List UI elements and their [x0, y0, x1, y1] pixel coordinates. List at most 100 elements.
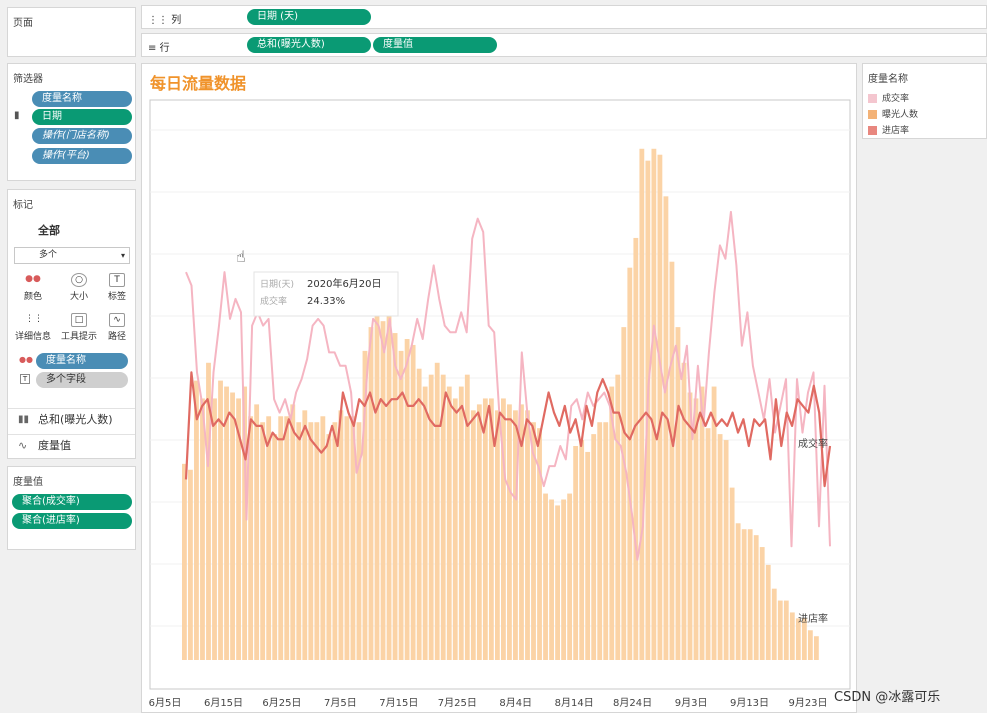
- bar-exposure[interactable]: [777, 600, 783, 660]
- columns-pill-date[interactable]: 日期 (天): [247, 9, 371, 25]
- bar-exposure[interactable]: [699, 386, 705, 660]
- bar-exposure[interactable]: [753, 535, 759, 660]
- bar-exposure[interactable]: [410, 344, 416, 660]
- bar-exposure[interactable]: [525, 410, 530, 660]
- bar-exposure[interactable]: [188, 469, 193, 660]
- path-button[interactable]: ∿ 路径: [96, 310, 138, 346]
- measure-value-entry[interactable]: 聚合(进店率): [12, 513, 132, 529]
- bar-exposure[interactable]: [741, 529, 747, 660]
- bar-exposure[interactable]: [386, 315, 392, 660]
- bar-exposure[interactable]: [567, 493, 573, 660]
- line-entry-rate[interactable]: [184, 371, 832, 488]
- bar-exposure[interactable]: [591, 434, 597, 660]
- bar-exposure[interactable]: [314, 422, 320, 660]
- bar-exposure[interactable]: [236, 398, 241, 660]
- bar-exposure[interactable]: [627, 267, 633, 660]
- bar-exposure[interactable]: [458, 386, 464, 660]
- mark-type-select[interactable]: 多个 ▾: [14, 247, 130, 264]
- bar-exposure[interactable]: [747, 529, 753, 660]
- bar-exposure[interactable]: [416, 368, 422, 660]
- bar-exposure[interactable]: [675, 327, 681, 660]
- bar-exposure[interactable]: [651, 148, 657, 660]
- marks-row-exposure[interactable]: ▮▮ 总和(曝光人数): [8, 408, 135, 430]
- bar-exposure[interactable]: [537, 428, 542, 660]
- bar-exposure[interactable]: [440, 374, 446, 660]
- bar-exposure[interactable]: [482, 398, 488, 660]
- bar-exposure[interactable]: [681, 362, 687, 660]
- bar-exposure[interactable]: [452, 398, 458, 660]
- bar-exposure[interactable]: [609, 386, 615, 660]
- legend-item-exposure[interactable]: 曝光人数: [868, 107, 918, 120]
- bar-exposure[interactable]: [320, 416, 326, 660]
- bar-exposure[interactable]: [657, 154, 663, 660]
- marks-all-tab[interactable]: 全部: [38, 224, 60, 237]
- size-button[interactable]: ○ 大小: [58, 270, 100, 306]
- bar-exposure[interactable]: [464, 374, 470, 660]
- bar-exposure[interactable]: [254, 404, 260, 660]
- bar-exposure[interactable]: [248, 416, 254, 660]
- color-button[interactable]: ●● 颜色: [12, 270, 54, 306]
- bar-exposure[interactable]: [759, 547, 765, 660]
- bar-exposure[interactable]: [332, 422, 338, 660]
- bar-exposure[interactable]: [717, 434, 723, 660]
- bar-exposure[interactable]: [206, 362, 211, 660]
- bar-exposure[interactable]: [242, 386, 248, 660]
- detail-button[interactable]: ⋮⋮ 详细信息: [12, 310, 54, 346]
- bar-exposure[interactable]: [765, 564, 771, 660]
- bar-exposure[interactable]: [476, 404, 482, 660]
- bar-exposure[interactable]: [549, 499, 554, 661]
- mark-field-multiple[interactable]: 多个字段: [36, 372, 128, 388]
- bar-exposure[interactable]: [795, 618, 801, 660]
- bar-exposure[interactable]: [434, 362, 440, 660]
- filter-pill-platform[interactable]: 操作(平台): [32, 148, 132, 164]
- bar-exposure[interactable]: [531, 422, 536, 660]
- bar-exposure[interactable]: [615, 374, 621, 660]
- bar-exposure[interactable]: [603, 422, 609, 660]
- bar-exposure[interactable]: [398, 350, 404, 660]
- bar-exposure[interactable]: [260, 422, 266, 660]
- bar-exposure[interactable]: [272, 434, 278, 660]
- bar-exposure[interactable]: [326, 434, 332, 660]
- label-button[interactable]: T 标签: [96, 270, 138, 306]
- bar-exposure[interactable]: [693, 398, 699, 660]
- bar-exposure[interactable]: [344, 416, 350, 660]
- bar-exposure[interactable]: [374, 315, 380, 660]
- filter-pill-measure-name[interactable]: 度量名称: [32, 91, 132, 107]
- bar-exposure[interactable]: [296, 422, 302, 660]
- filter-pill-store[interactable]: 操作(门店名称): [32, 128, 132, 144]
- bar-exposure[interactable]: [200, 398, 205, 660]
- bar-exposure[interactable]: [230, 392, 235, 661]
- bar-exposure[interactable]: [284, 416, 290, 660]
- bar-exposure[interactable]: [194, 380, 199, 660]
- bar-exposure[interactable]: [711, 386, 717, 660]
- bar-exposure[interactable]: [555, 505, 560, 660]
- rows-pill-measure-values[interactable]: 度量值: [373, 37, 497, 53]
- bar-exposure[interactable]: [579, 440, 585, 660]
- bar-exposure[interactable]: [362, 350, 368, 660]
- bar-exposure[interactable]: [507, 404, 512, 660]
- bar-exposure[interactable]: [501, 398, 506, 660]
- bar-exposure[interactable]: [573, 446, 579, 660]
- tooltip-button[interactable]: □ 工具提示: [58, 310, 100, 346]
- bar-exposure[interactable]: [356, 422, 362, 660]
- bar-exposure[interactable]: [807, 630, 813, 660]
- line-conversion-rate[interactable]: [185, 210, 831, 561]
- bar-exposure[interactable]: [669, 261, 675, 660]
- bar-exposure[interactable]: [513, 410, 518, 660]
- bar-exposure[interactable]: [771, 588, 777, 660]
- bar-exposure[interactable]: [308, 422, 314, 660]
- bar-exposure[interactable]: [368, 327, 374, 660]
- legend-item-entry[interactable]: 进店率: [868, 123, 909, 136]
- bar-exposure[interactable]: [813, 636, 819, 660]
- bar-exposure[interactable]: [488, 398, 494, 660]
- bar-exposure[interactable]: [428, 374, 434, 660]
- bar-exposure[interactable]: [470, 410, 476, 660]
- bar-exposure[interactable]: [380, 321, 386, 660]
- bar-exposure[interactable]: [290, 404, 296, 660]
- bar-exposure[interactable]: [801, 618, 807, 660]
- bar-exposure[interactable]: [783, 600, 789, 660]
- bar-exposure[interactable]: [182, 463, 187, 660]
- legend-item-conversion[interactable]: 成交率: [868, 91, 909, 104]
- marks-row-measure-values[interactable]: ∿ 度量值: [8, 434, 135, 456]
- bar-exposure[interactable]: [633, 237, 639, 660]
